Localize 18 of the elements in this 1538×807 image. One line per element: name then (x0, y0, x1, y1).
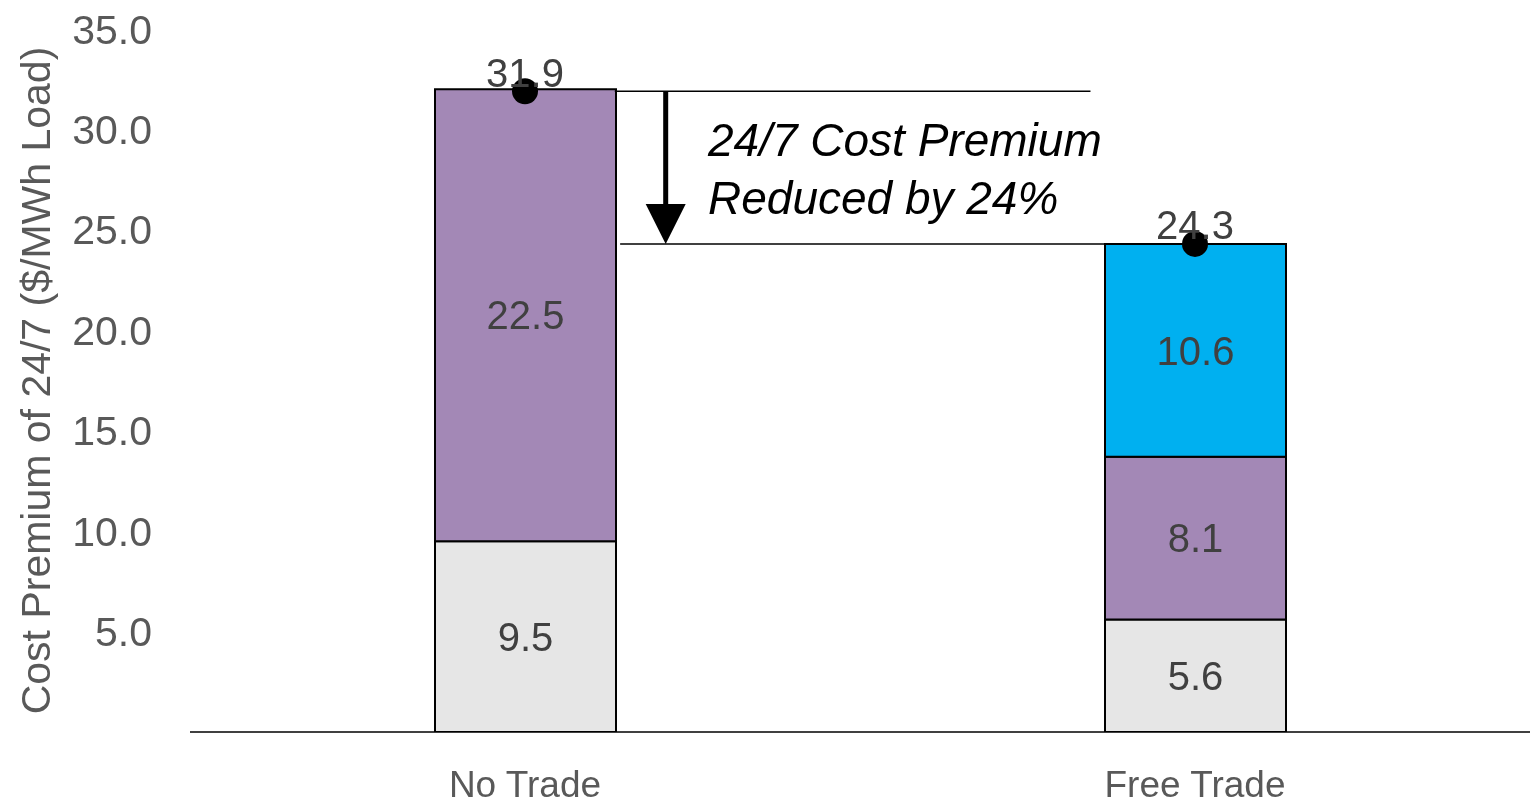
y-tick-label: 20.0 (72, 307, 152, 354)
x-tick-label: Free Trade (1104, 764, 1286, 806)
data-label: 5.6 (1167, 653, 1224, 698)
y-tick-label: 25.0 (72, 207, 152, 254)
annotation: 24/7 Cost Premium Reduced by 24% (708, 114, 1102, 224)
y-axis-title: Cost Premium of 24/7 ($/MWh Load) (13, 46, 59, 715)
data-label: 22.5 (486, 293, 565, 338)
data-label: 10.6 (1156, 328, 1235, 373)
y-tick-label: 15.0 (72, 408, 152, 455)
data-label: 9.5 (497, 614, 554, 659)
y-tick-label: 35.0 (72, 6, 152, 53)
data-label: 8.1 (1167, 516, 1224, 561)
y-tick-label: 30.0 (72, 106, 152, 153)
x-tick-label: No Trade (448, 764, 602, 806)
y-tick-label: 5.0 (95, 609, 152, 656)
data-label: 24.3 (1156, 203, 1234, 248)
data-label: 31.9 (486, 50, 564, 95)
y-tick-label: 10.0 (72, 508, 152, 555)
